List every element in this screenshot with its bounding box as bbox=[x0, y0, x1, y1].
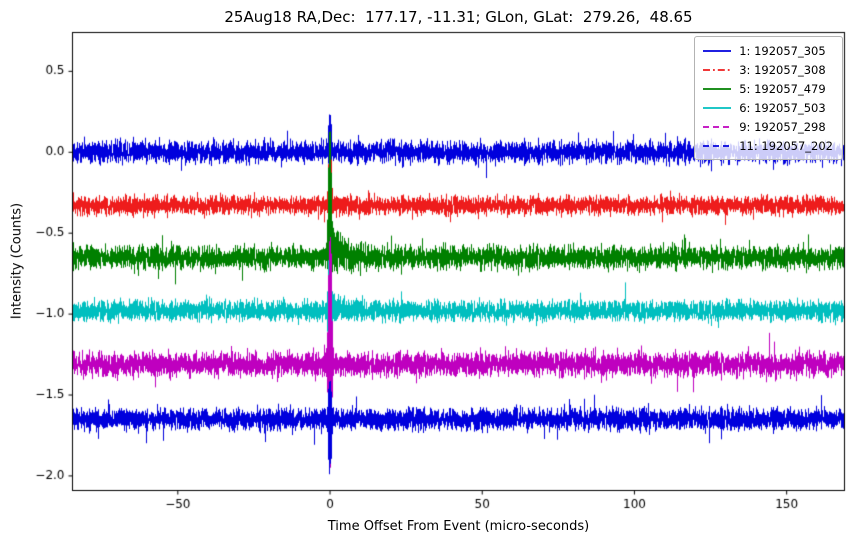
legend-line-sample-icon bbox=[703, 87, 732, 90]
x-axis-label: Time Offset From Event (micro-seconds) bbox=[327, 519, 590, 534]
legend-line-sample-icon bbox=[703, 144, 732, 147]
legend-item: 5: 192057_479 bbox=[702, 79, 833, 98]
legend-item: 1: 192057_305 bbox=[702, 41, 833, 60]
y-axis-label: Intensity (Counts) bbox=[9, 202, 25, 320]
legend-label: 1: 192057_305 bbox=[739, 43, 826, 58]
legend: 1: 192057_305 3: 192057_308 5: 192057_479 6… bbox=[694, 36, 843, 160]
legend-line-sample-icon bbox=[703, 68, 732, 71]
legend-line-sample-icon bbox=[703, 106, 732, 109]
legend-item: 6: 192057_503 bbox=[702, 98, 833, 117]
chart-title: 25Aug18 RA,Dec: 177.17, -11.31; GLon, GL… bbox=[224, 8, 693, 26]
legend-line-sample-icon bbox=[703, 125, 732, 128]
legend-label: 11: 192057_202 bbox=[739, 138, 833, 153]
legend-label: 6: 192057_503 bbox=[739, 100, 826, 115]
legend-item: 9: 192057_298 bbox=[702, 117, 833, 136]
legend-line-sample-icon bbox=[703, 49, 732, 52]
legend-label: 9: 192057_298 bbox=[739, 119, 826, 134]
legend-label: 5: 192057_479 bbox=[739, 81, 826, 96]
legend-item: 11: 192057_202 bbox=[702, 136, 833, 155]
legend-label: 3: 192057_308 bbox=[739, 62, 826, 77]
legend-item: 3: 192057_308 bbox=[702, 60, 833, 79]
